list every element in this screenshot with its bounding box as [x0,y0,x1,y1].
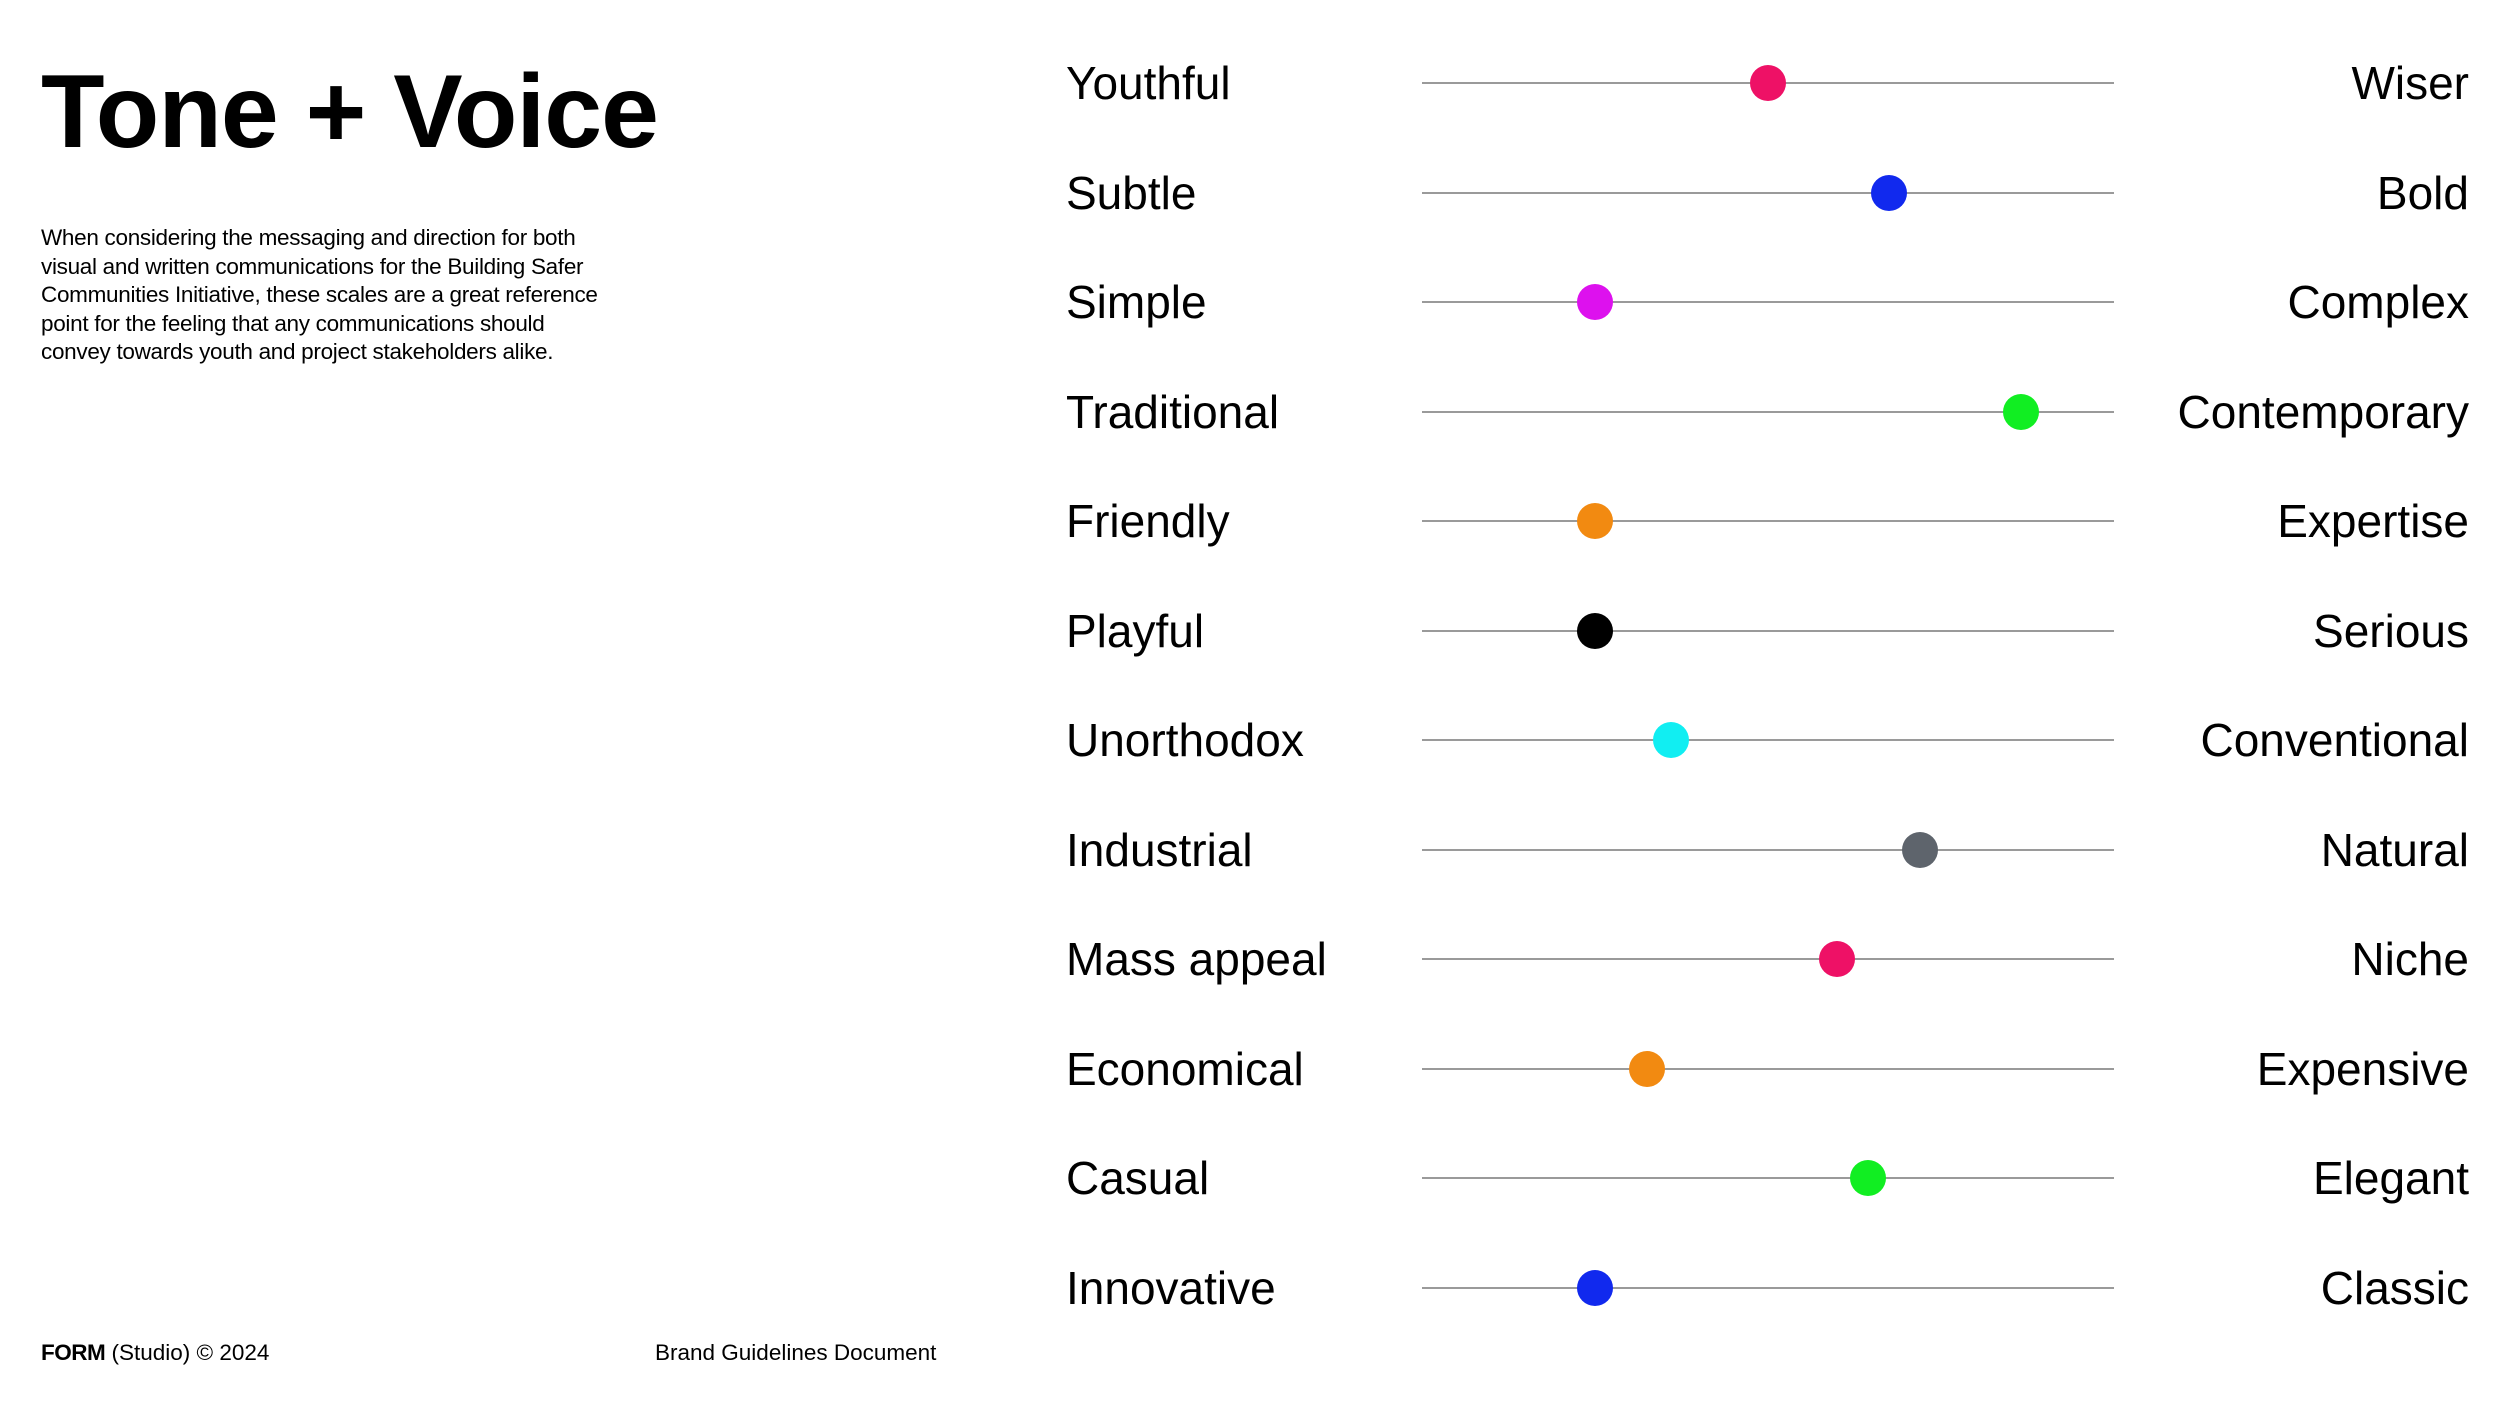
scale-marker [1850,1160,1887,1196]
scale-right-label: Natural [2320,823,2469,876]
scale-left-label: Economical [1066,1042,1304,1095]
brand-name: FORM [41,1340,106,1365]
scale-marker [1577,284,1613,320]
scale-right-label: Classic [2320,1261,2469,1314]
scale-right-label: Serious [2313,604,2469,657]
studio-copyright: (Studio) © 2024 [105,1340,270,1365]
scale-left-label: Traditional [1066,385,1280,438]
scale-row: Traditional Contemporary [0,367,2500,457]
scale-row: Unorthodox Conventional [0,695,2500,785]
scale-right-label: Expertise [2277,495,2469,547]
scale-right-label: Bold [2376,166,2469,219]
scale-row: Mass appeal Niche [0,914,2500,1004]
scale-left-label: Friendly [1066,495,1230,547]
scale-left-label: Playful [1066,604,1205,657]
scale-marker [1871,174,1908,211]
scale-track [1422,393,2114,430]
scale-track [1422,1269,2114,1306]
scale-right-label: Elegant [2312,1152,2469,1204]
scale-track [1422,941,2114,977]
scale-marker [1653,722,1690,758]
scale-row: Casual Elegant [0,1133,2500,1223]
scale-right-label: Conventional [2200,714,2469,766]
scale-right-label: Expensive [2256,1042,2469,1095]
scale-row: Friendly Expertise [0,476,2500,566]
scale-track [1422,1160,2114,1196]
scale-left-label: Subtle [1066,166,1197,219]
scale-track [1422,831,2114,868]
scale-marker [1750,65,1786,101]
scale-left-label: Casual [1066,1152,1210,1204]
scale-row: Youthful Wiser [0,38,2500,128]
scale-track [1422,65,2114,101]
scale-row: Industrial Natural [0,805,2500,895]
scale-right-label: Contemporary [2177,385,2469,438]
footer-credit: FORM (Studio) © 2024 [41,1340,269,1366]
scale-left-label: Simple [1066,276,1207,328]
scale-left-label: Unorthodox [1066,714,1304,766]
scale-left-label: Industrial [1066,823,1253,876]
scale-marker [2002,393,2039,430]
footer-document-title: Brand Guidelines Document [655,1340,937,1365]
scale-row: Economical Expensive [0,1024,2500,1114]
scale-marker [1577,612,1613,649]
intro-paragraph: When considering the messaging and direc… [41,225,598,364]
scale-track [1422,612,2114,649]
scale-marker [1902,831,1939,868]
scale-row: Playful Serious [0,586,2500,676]
scale-right-label: Niche [2351,933,2469,985]
scale-marker [1628,1050,1665,1087]
scale-marker [1577,503,1613,539]
scale-track [1422,174,2114,211]
scale-right-label: Wiser [2351,57,2469,109]
scale-right-label: Complex [2287,276,2469,328]
scale-left-label: Mass appeal [1066,933,1327,985]
page-title: Tone + Voice [41,54,659,170]
scale-row: Simple Complex [0,257,2500,347]
scale-row: Subtle Bold [0,148,2500,238]
scale-marker [1577,1269,1613,1306]
scale-track [1422,722,2114,758]
scale-left-label: Youthful [1066,57,1231,109]
scale-track [1422,284,2114,320]
scale-track [1422,503,2114,539]
scale-left-label: Innovative [1066,1261,1276,1314]
scale-marker [1819,941,1856,977]
scale-track [1422,1050,2114,1087]
scale-row: Innovative Classic [0,1243,2500,1333]
